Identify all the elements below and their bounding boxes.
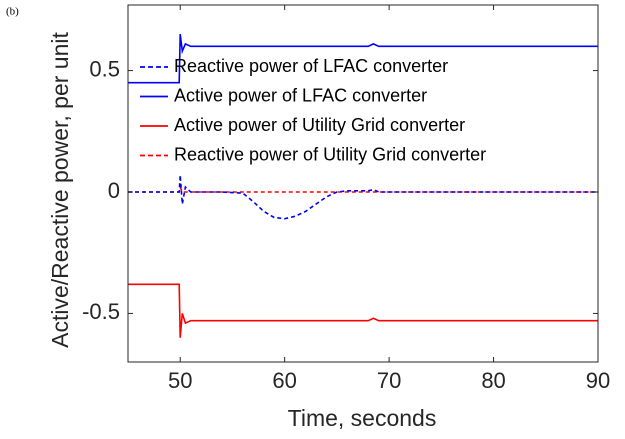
x-tick-label: 80: [481, 368, 505, 393]
x-tick-label: 70: [377, 368, 401, 393]
series-line: [128, 34, 598, 84]
y-tick-label: 0: [108, 178, 120, 203]
legend-label: Reactive power of Utility Grid converter: [174, 144, 486, 164]
legend-label: Active power of LFAC converter: [174, 85, 427, 105]
panel-label: (b): [6, 6, 19, 18]
x-tick-label: 50: [168, 368, 192, 393]
legend-label: Active power of Utility Grid converter: [174, 115, 465, 135]
y-tick-label: -0.5: [82, 299, 120, 324]
y-tick-label: 0.5: [89, 56, 120, 81]
series-line: [128, 174, 598, 220]
x-tick-label: 60: [272, 368, 296, 393]
series-line: [128, 283, 598, 338]
x-axis-label: Time, seconds: [288, 405, 437, 431]
legend-label: Reactive power of LFAC converter: [174, 56, 448, 76]
y-axis-label: Active/Reactive power, per unit: [47, 32, 73, 348]
plot-frame: [127, 4, 599, 363]
x-tick-label: 90: [586, 368, 610, 393]
